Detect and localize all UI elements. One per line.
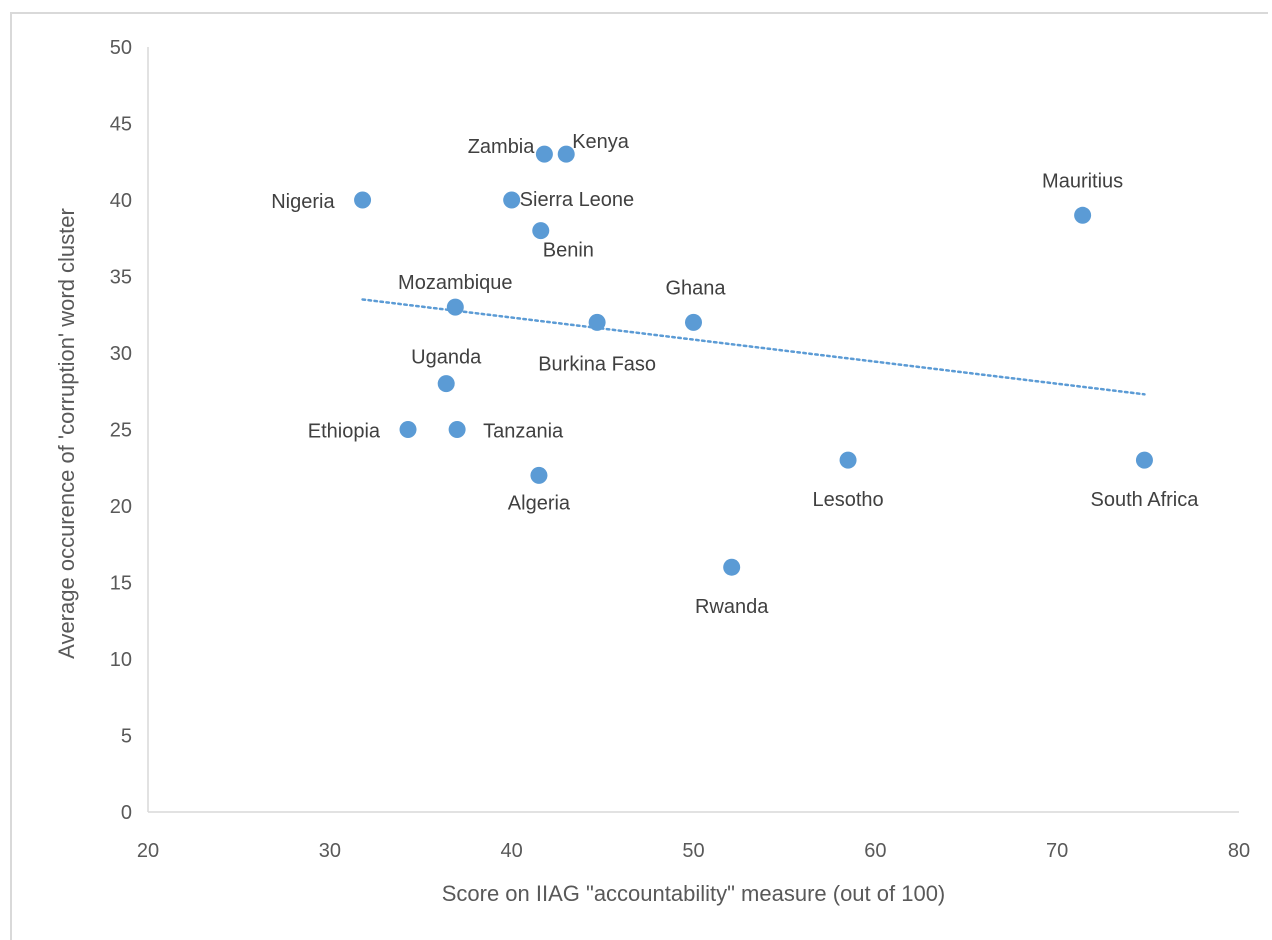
data-point	[1074, 206, 1092, 224]
axes	[147, 47, 1239, 813]
trendline-group	[361, 298, 1146, 396]
data-point-label: Benin	[543, 240, 594, 262]
data-point	[535, 145, 553, 163]
x-tick-label: 40	[501, 840, 523, 862]
y-tick-label: 40	[110, 190, 132, 212]
x-tick-label: 50	[682, 840, 704, 862]
x-tick-label: 70	[1046, 840, 1068, 862]
data-point-label: South Africa	[1091, 489, 1200, 511]
data-point	[448, 421, 466, 438]
x-tick-label: 30	[319, 840, 341, 862]
x-tick-label: 80	[1228, 840, 1250, 862]
data-point-label: Mozambique	[398, 272, 513, 294]
data-point-label: Burkina Faso	[538, 353, 656, 375]
x-axis-title: Score on IIAG "accountability" measure (…	[442, 881, 946, 906]
y-tick-label: 10	[110, 649, 132, 671]
chart-frame	[10, 12, 1268, 940]
data-point	[1135, 451, 1153, 469]
data-point	[437, 375, 455, 393]
y-tick-label: 45	[110, 114, 132, 136]
trendline	[361, 298, 1146, 396]
y-axis-title: Average occurence of 'corruption' word c…	[54, 208, 79, 659]
data-point-label: Nigeria	[271, 191, 335, 213]
y-tick-label: 50	[110, 37, 132, 59]
data-point	[530, 466, 548, 484]
y-tick-label: 15	[110, 573, 132, 595]
x-tick-label: 20	[137, 840, 159, 862]
x-tick-labels: 20 30 40 50 60 70 80	[137, 840, 1250, 862]
data-point-labels: Nigeria Zambia Kenya Sierra Leone Benin Mauri…	[271, 131, 1199, 618]
data-point	[557, 145, 575, 163]
y-tick-label: 25	[110, 420, 132, 442]
y-tick-label: 20	[110, 496, 132, 518]
data-point-label: Ghana	[665, 277, 726, 299]
data-point-label: Rwanda	[695, 596, 769, 618]
x-tick-label: 60	[864, 840, 886, 862]
data-point	[685, 313, 702, 331]
data-point	[354, 191, 372, 209]
data-point	[446, 298, 464, 316]
data-point-label: Lesotho	[812, 489, 883, 511]
y-tick-label: 0	[121, 802, 132, 824]
data-point-label: Uganda	[411, 347, 482, 369]
y-tick-labels: 0 5 10 15 20 25 30 35 40 45 50	[110, 37, 132, 824]
data-point	[588, 313, 606, 331]
data-point	[723, 558, 741, 576]
data-point	[503, 191, 521, 209]
data-point-label: Sierra Leone	[520, 189, 635, 211]
data-point	[839, 451, 857, 469]
data-point-label: Algeria	[508, 492, 571, 514]
data-point-label: Tanzania	[483, 421, 564, 443]
data-point-label: Ethiopia	[308, 421, 381, 443]
data-point-label: Mauritius	[1042, 170, 1123, 192]
y-tick-label: 35	[110, 267, 132, 289]
data-point	[399, 421, 417, 438]
data-points	[354, 145, 1153, 576]
y-tick-label: 5	[121, 726, 132, 748]
data-point-label: Kenya	[572, 131, 630, 153]
data-point-label: Zambia	[468, 136, 536, 158]
y-tick-label: 30	[110, 343, 132, 365]
data-point	[532, 222, 550, 240]
